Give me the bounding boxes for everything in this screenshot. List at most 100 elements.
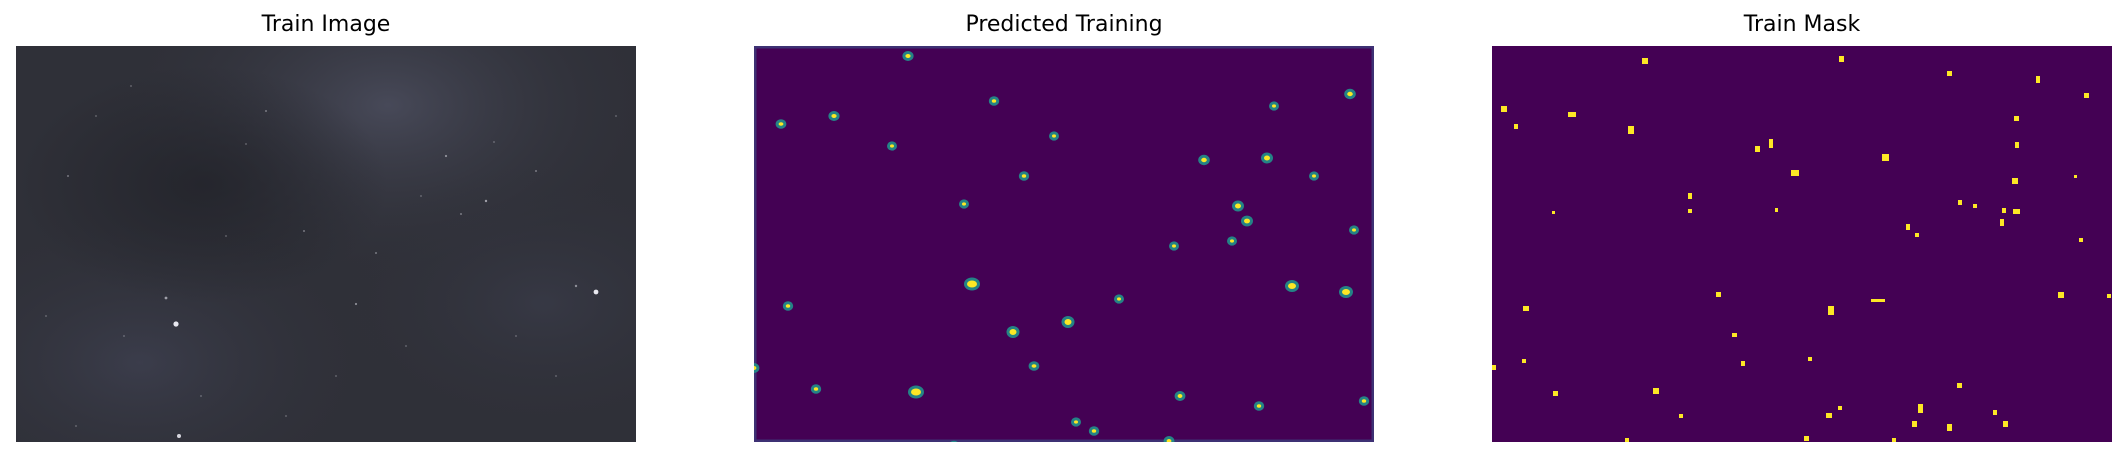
mask-pixel-cluster xyxy=(1906,224,1910,230)
star-spot xyxy=(515,335,517,337)
star-spot xyxy=(444,154,448,158)
mask-pixel-cluster xyxy=(1775,208,1778,212)
mask-pixel-cluster xyxy=(1552,211,1555,214)
train-image xyxy=(16,46,636,442)
mask-pixel-cluster xyxy=(1653,388,1659,394)
mask-pixel-cluster xyxy=(1514,124,1518,129)
image-background xyxy=(1492,46,2112,442)
star-spot xyxy=(177,434,181,438)
mask-pixel-cluster xyxy=(1838,406,1842,410)
mask-pixel-cluster xyxy=(1628,126,1634,134)
mask-pixel-cluster xyxy=(2015,142,2019,148)
mask-pixel-cluster xyxy=(1957,383,1962,388)
mask-pixel-cluster xyxy=(1492,365,1496,370)
prediction-spot xyxy=(1347,91,1353,97)
panel-title: Train Image xyxy=(261,12,391,37)
prediction-spot xyxy=(754,366,757,370)
star-spot xyxy=(95,115,97,117)
prediction-spot xyxy=(785,304,791,308)
prediction-spot xyxy=(1230,239,1234,243)
predicted-training-canvas xyxy=(754,46,1374,442)
mask-pixel-cluster xyxy=(1839,56,1844,62)
star-spot xyxy=(75,425,77,427)
panel-train-mask: Train Mask xyxy=(1492,0,2112,455)
prediction-spot xyxy=(967,280,977,288)
prediction-spot xyxy=(905,54,911,58)
star-spot xyxy=(265,110,267,112)
prediction-spot xyxy=(1272,104,1276,108)
mask-pixel-cluster xyxy=(1716,292,1721,297)
star-spot xyxy=(593,289,599,295)
prediction-spot xyxy=(1312,174,1316,178)
prediction-spot xyxy=(813,387,819,391)
star-spot xyxy=(420,195,422,197)
star-spot xyxy=(303,230,305,232)
panel-title: Train Mask xyxy=(1743,12,1861,37)
prediction-spot xyxy=(831,114,837,118)
prediction-spot xyxy=(1166,439,1172,442)
mask-pixel-cluster xyxy=(2107,294,2111,298)
prediction-spot xyxy=(1361,399,1367,403)
prediction-spot xyxy=(1352,228,1356,232)
train-image-canvas xyxy=(16,46,636,442)
mask-pixel-cluster xyxy=(1732,333,1737,337)
prediction-spot xyxy=(1244,218,1250,224)
prediction-spot xyxy=(1064,319,1072,325)
mask-pixel-cluster xyxy=(1642,58,1648,64)
mask-pixel-cluster xyxy=(1892,438,1896,442)
star-spot xyxy=(45,315,47,317)
star-spot xyxy=(285,415,287,417)
prediction-spot xyxy=(991,99,997,103)
prediction-spot xyxy=(962,202,966,206)
mask-pixel-cluster xyxy=(1625,438,1629,442)
predicted-training-image xyxy=(754,46,1374,442)
star-spot xyxy=(375,252,377,254)
prediction-spot xyxy=(1021,174,1027,178)
mask-pixel-cluster xyxy=(1523,306,1529,311)
prediction-spot xyxy=(1201,157,1207,163)
star-spot xyxy=(123,335,125,337)
prediction-spot xyxy=(1172,244,1176,248)
star-spot xyxy=(67,175,69,177)
mask-pixel-cluster xyxy=(2003,421,2008,427)
prediction-spot xyxy=(1009,329,1017,335)
star-spot xyxy=(615,115,617,117)
mask-pixel-cluster xyxy=(1688,193,1692,199)
mask-pixel-cluster xyxy=(2000,219,2004,226)
star-spot xyxy=(555,375,557,377)
prediction-spot xyxy=(1235,203,1241,209)
mask-pixel-cluster xyxy=(1912,421,1917,427)
prediction-spot xyxy=(1256,404,1262,408)
shadow-region xyxy=(16,46,636,442)
mask-pixel-cluster xyxy=(2013,209,2020,214)
prediction-spot xyxy=(1091,429,1097,433)
mask-pixel-cluster xyxy=(1501,106,1507,112)
mask-pixel-cluster xyxy=(1993,410,1997,415)
mask-pixel-cluster xyxy=(1826,413,1832,418)
prediction-spot xyxy=(1031,364,1037,368)
mask-pixel-cluster xyxy=(1947,424,1952,431)
prediction-spot xyxy=(1288,283,1296,289)
prediction-spot xyxy=(1264,155,1270,161)
mask-pixel-cluster xyxy=(2002,208,2006,213)
mask-pixel-cluster xyxy=(1871,299,1885,302)
mask-pixel-cluster xyxy=(1828,306,1834,315)
prediction-spot xyxy=(1342,289,1350,295)
star-spot xyxy=(164,296,168,300)
star-spot xyxy=(200,395,202,397)
mask-pixel-cluster xyxy=(1973,204,1977,208)
prediction-spot xyxy=(1177,394,1183,398)
mask-pixel-cluster xyxy=(2058,292,2064,298)
mask-pixel-cluster xyxy=(1769,139,1773,148)
star-spot xyxy=(460,213,462,215)
train-mask-image xyxy=(1492,46,2112,442)
prediction-spot xyxy=(890,144,894,148)
mask-pixel-cluster xyxy=(2074,175,2077,178)
mask-pixel-cluster xyxy=(2036,76,2040,83)
star-spot xyxy=(225,235,227,237)
prediction-spot-halo xyxy=(950,440,958,442)
prediction-spot xyxy=(911,388,921,396)
mask-pixel-cluster xyxy=(1882,154,1889,161)
mask-pixel-cluster xyxy=(1522,359,1526,363)
star-spot xyxy=(484,199,488,203)
